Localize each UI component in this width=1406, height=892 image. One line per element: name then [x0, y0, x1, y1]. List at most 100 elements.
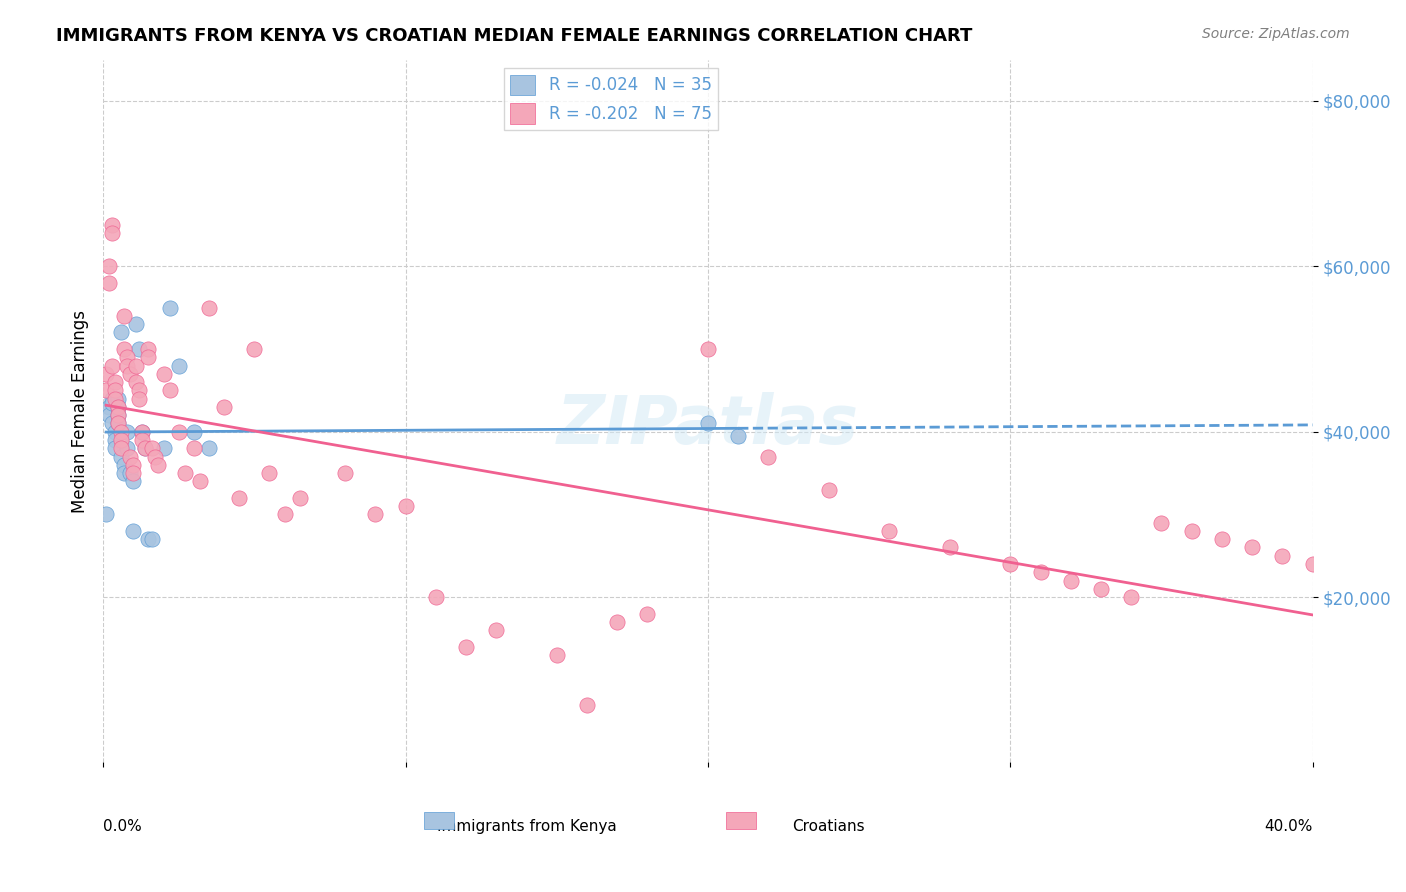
Point	[756, 450, 779, 464]
Point	[122, 458, 145, 472]
Text: Immigrants from Kenya: Immigrants from Kenya	[437, 819, 616, 834]
Point	[101, 218, 124, 232]
Point	[1181, 524, 1204, 538]
Point	[128, 342, 150, 356]
Point	[1271, 549, 1294, 563]
Point	[104, 433, 127, 447]
Point	[546, 648, 568, 662]
Point	[167, 425, 190, 439]
Point	[159, 384, 181, 398]
Point	[110, 326, 132, 340]
Point	[939, 541, 962, 555]
Point	[243, 342, 266, 356]
Point	[94, 508, 117, 522]
Point	[117, 359, 139, 373]
Point	[152, 367, 174, 381]
Point	[104, 375, 127, 389]
Point	[101, 226, 124, 240]
Point	[117, 425, 139, 439]
Point	[1029, 566, 1052, 580]
Point	[606, 615, 628, 629]
Point	[101, 359, 124, 373]
Point	[125, 359, 148, 373]
Text: 0.0%: 0.0%	[103, 819, 142, 834]
Point	[101, 417, 124, 431]
Point	[425, 590, 447, 604]
Point	[1000, 557, 1022, 571]
Point	[138, 351, 160, 365]
Point	[120, 450, 142, 464]
Point	[696, 417, 718, 431]
Point	[1150, 516, 1173, 530]
Point	[1121, 590, 1143, 604]
Point	[167, 359, 190, 373]
Point	[1241, 541, 1264, 555]
Point	[112, 342, 135, 356]
Point	[364, 508, 387, 522]
Point	[727, 429, 749, 443]
Point	[183, 425, 205, 439]
Point	[122, 524, 145, 538]
Point	[107, 417, 129, 431]
Point	[110, 433, 132, 447]
Point	[141, 442, 163, 456]
Point	[117, 351, 139, 365]
Text: IMMIGRANTS FROM KENYA VS CROATIAN MEDIAN FEMALE EARNINGS CORRELATION CHART: IMMIGRANTS FROM KENYA VS CROATIAN MEDIAN…	[56, 27, 973, 45]
Point	[138, 342, 160, 356]
Point	[131, 433, 153, 447]
Point	[112, 466, 135, 480]
Point	[173, 466, 195, 480]
Text: 40.0%: 40.0%	[1264, 819, 1313, 834]
Point	[122, 466, 145, 480]
Point	[1090, 582, 1112, 596]
Point	[128, 392, 150, 406]
Legend: R = -0.024   N = 35, R = -0.202   N = 75: R = -0.024 N = 35, R = -0.202 N = 75	[503, 68, 718, 130]
Point	[273, 508, 295, 522]
Point	[288, 491, 311, 505]
Point	[131, 425, 153, 439]
Text: Source: ZipAtlas.com: Source: ZipAtlas.com	[1202, 27, 1350, 41]
Point	[1302, 557, 1324, 571]
Point	[112, 458, 135, 472]
Point	[159, 301, 181, 315]
Point	[1060, 574, 1083, 588]
Point	[696, 342, 718, 356]
Point	[575, 698, 598, 712]
Point	[143, 450, 166, 464]
Point	[125, 317, 148, 331]
Point	[110, 425, 132, 439]
Point	[212, 400, 235, 414]
Point	[333, 466, 356, 480]
Point	[818, 483, 841, 497]
Text: Croatians: Croatians	[793, 819, 865, 834]
Point	[98, 400, 121, 414]
Point	[104, 425, 127, 439]
Point	[198, 442, 221, 456]
Point	[141, 532, 163, 546]
Y-axis label: Median Female Earnings: Median Female Earnings	[72, 310, 89, 513]
Point	[636, 607, 658, 621]
Point	[110, 442, 132, 456]
Point	[228, 491, 250, 505]
Point	[138, 532, 160, 546]
Point	[107, 408, 129, 422]
Point	[454, 640, 477, 654]
Point	[98, 276, 121, 290]
Point	[879, 524, 901, 538]
Point	[112, 309, 135, 323]
Point	[1211, 532, 1233, 546]
Point	[98, 408, 121, 422]
Point	[122, 475, 145, 489]
Point	[107, 417, 129, 431]
Point	[198, 301, 221, 315]
Text: ZIPatlas: ZIPatlas	[557, 392, 859, 458]
Point	[152, 442, 174, 456]
Point	[120, 466, 142, 480]
Point	[259, 466, 281, 480]
Point	[120, 367, 142, 381]
Point	[94, 384, 117, 398]
Point	[131, 425, 153, 439]
Point	[94, 367, 117, 381]
Point	[188, 475, 211, 489]
Point	[485, 623, 508, 637]
